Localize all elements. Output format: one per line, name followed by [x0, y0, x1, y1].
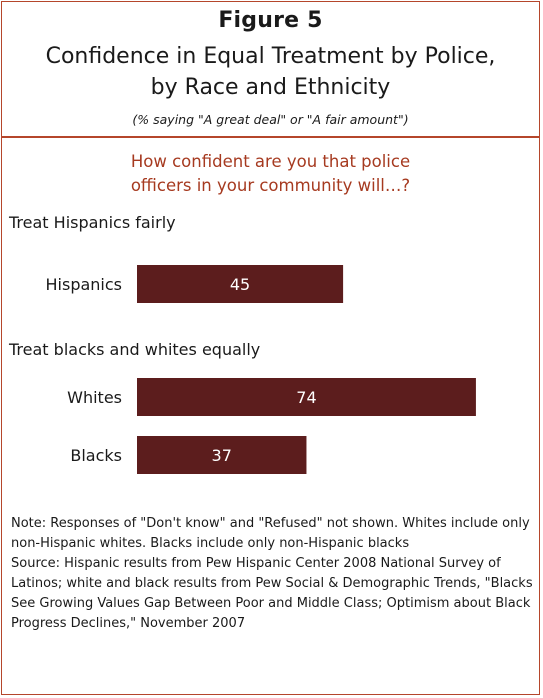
survey-question-line1: How confident are you that police: [130, 152, 411, 171]
bar-value-label-blacks: 37: [212, 446, 232, 465]
survey-question: How confident are you that police office…: [2, 150, 539, 198]
figure-title-line2: by Race and Ethnicity: [150, 75, 391, 100]
figure-subtitle: (% saying "A great deal" or "A fair amou…: [132, 112, 409, 127]
category-label-hispanics: Hispanics: [46, 275, 123, 294]
notes-block: Note: Responses of "Don't know" and "Ref…: [11, 514, 537, 634]
bar-chart: Treat Hispanics fairly Hispanics 45 Treat b…: [8, 213, 476, 474]
bar-whites: [137, 378, 476, 416]
figure-header: Figure 5 Confidence in Equal Treatment b…: [2, 2, 539, 138]
group-label-1: Treat Hispanics fairly: [8, 213, 176, 232]
figure-label: Figure 5: [218, 8, 323, 33]
group-label-2: Treat blacks and whites equally: [8, 340, 260, 359]
bar-value-label-hispanics: 45: [230, 275, 250, 294]
note-text: Note: Responses of "Don't know" and "Ref…: [11, 516, 530, 551]
bar-blacks: [137, 436, 307, 474]
figure-title-line1: Confidence in Equal Treatment by Police,: [45, 44, 496, 69]
source-text: Source: Hispanic results from Pew Hispan…: [11, 556, 533, 631]
bar-hispanics: [137, 265, 344, 303]
category-label-blacks: Blacks: [70, 446, 122, 465]
category-label-whites: Whites: [67, 388, 122, 407]
bar-value-label-whites: 74: [296, 388, 316, 407]
survey-question-line2: officers in your community will…?: [130, 176, 411, 195]
figure-title: Confidence in Equal Treatment by Police,…: [2, 41, 539, 103]
